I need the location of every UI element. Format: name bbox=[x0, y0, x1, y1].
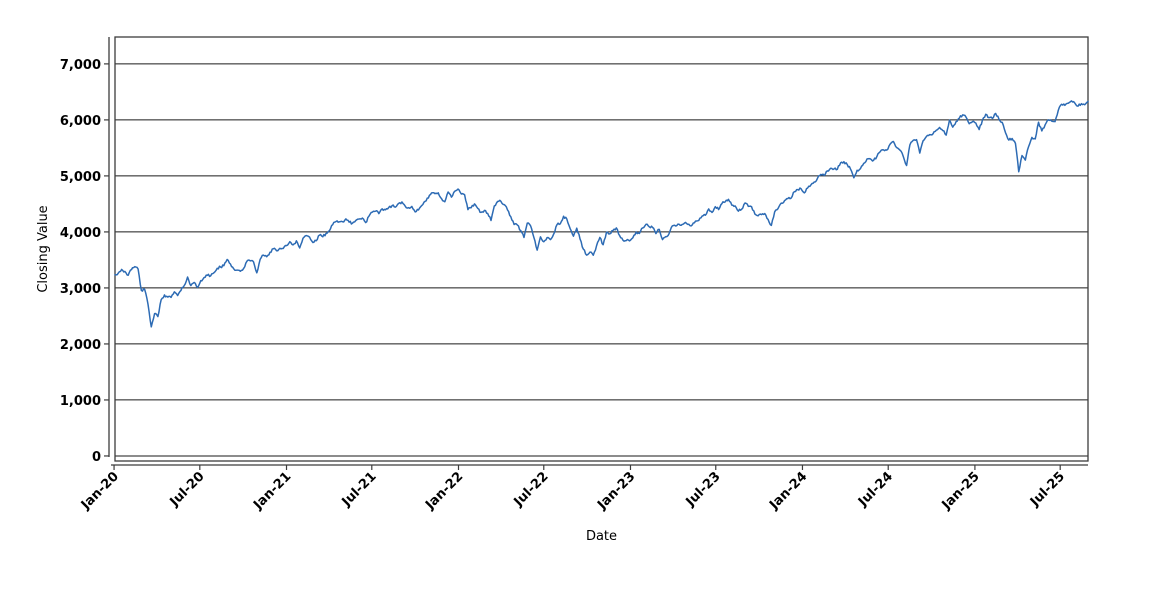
y-tick-label: 7,000 bbox=[60, 58, 101, 73]
x-tick-label: Jan-22 bbox=[422, 469, 466, 513]
closing-value-line bbox=[114, 100, 1089, 328]
y-tick-label: 6,000 bbox=[60, 114, 101, 129]
gridlines bbox=[115, 63, 1088, 457]
y-axis: 0 1,000 2,000 3,000 4,000 5,000 6,000 7,000 bbox=[60, 37, 110, 465]
x-tick-label: Jul-23 bbox=[683, 469, 724, 510]
y-tick-label: 3,000 bbox=[60, 282, 101, 297]
y-axis-title: Closing Value bbox=[36, 205, 51, 292]
x-tick-label: Jul-20 bbox=[167, 469, 208, 510]
x-tick-label: Jul-25 bbox=[1027, 469, 1068, 510]
x-tick-label: Jan-25 bbox=[939, 469, 983, 513]
x-tick-label: Jul-22 bbox=[511, 469, 552, 510]
plot-border bbox=[114, 36, 1089, 462]
x-tick-label: Jul-24 bbox=[855, 469, 896, 510]
y-tick-label: 5,000 bbox=[60, 170, 101, 185]
y-tick-label: 0 bbox=[92, 450, 101, 465]
x-axis-title: Date bbox=[586, 529, 617, 544]
x-tick-label: Jul-21 bbox=[339, 469, 380, 510]
x-axis: Jan-20 Jul-20 Jan-21 Jul-21 Jan-22 Jul-22 Jan-… bbox=[78, 464, 1088, 513]
x-tick-label: Jan-20 bbox=[78, 469, 122, 513]
x-tick-label: Jan-21 bbox=[250, 469, 294, 513]
x-tick-label: Jan-23 bbox=[594, 469, 638, 513]
x-tick-label: Jan-24 bbox=[766, 469, 810, 513]
y-tick-label: 2,000 bbox=[60, 338, 101, 353]
y-tick-label: 1,000 bbox=[60, 394, 101, 409]
y-tick-label: 4,000 bbox=[60, 226, 101, 241]
